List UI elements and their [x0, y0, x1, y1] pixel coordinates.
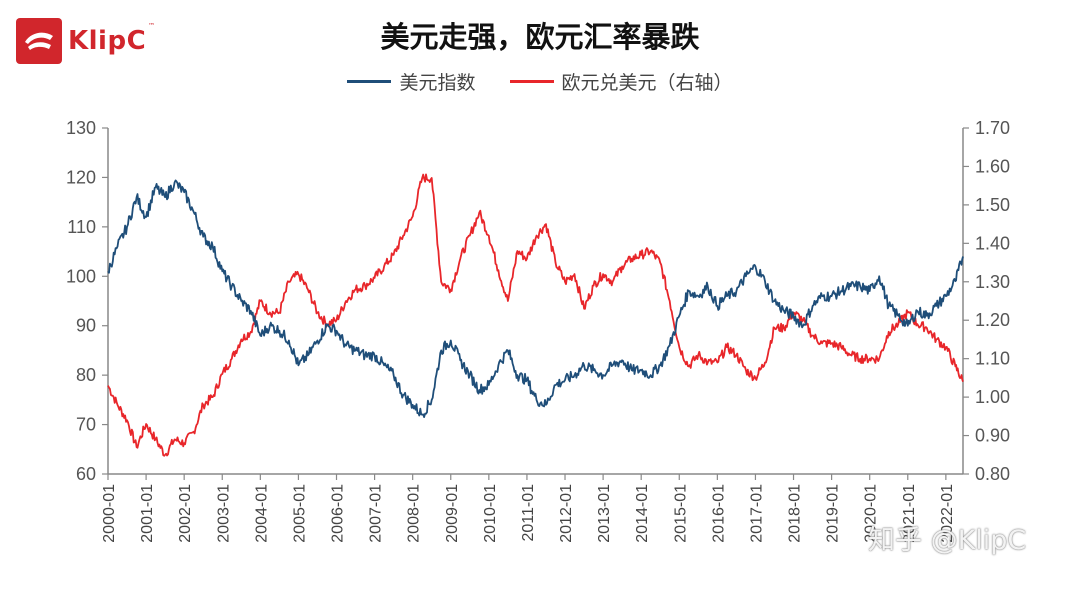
x-tick-label: 2022-01 [939, 484, 956, 543]
left-tick-label: 130 [66, 118, 96, 138]
x-tick-label: 2008-01 [406, 484, 423, 543]
right-tick-label: 1.60 [975, 156, 1010, 176]
left-tick-label: 120 [66, 167, 96, 187]
legend-swatch-usd [347, 80, 392, 83]
x-tick-label: 2010-01 [482, 484, 499, 543]
right-tick-label: 1.50 [975, 195, 1010, 215]
watermark: 知乎 @KlipC [868, 525, 1027, 556]
x-tick-label: 2011-01 [520, 484, 537, 542]
x-tick-label: 2018-01 [787, 484, 804, 543]
logo-text: KlipC [68, 26, 147, 56]
right-tick-label: 0.80 [975, 464, 1010, 484]
x-tick-label: 2019-01 [825, 484, 842, 543]
left-tick-label: 60 [76, 464, 96, 484]
left-tick-label: 110 [67, 217, 96, 237]
left-tick-label: 100 [66, 266, 96, 286]
series-line-0 [107, 179, 964, 418]
right-tick-label: 1.30 [975, 272, 1010, 292]
right-tick-label: 1.00 [975, 387, 1010, 407]
left-tick-label: 80 [76, 365, 96, 385]
x-tick-label: 2017-01 [748, 484, 765, 543]
x-tick-label: 2002-01 [177, 484, 194, 543]
x-tick-label: 2004-01 [253, 484, 270, 543]
klipc-logo: KlipC ™ [16, 18, 156, 64]
left-tick-label: 90 [76, 316, 96, 336]
chart-title: 美元走强，欧元汇率暴跌 [380, 20, 700, 54]
x-tick-label: 2012-01 [558, 484, 575, 543]
x-tick-label: 2003-01 [215, 484, 232, 543]
legend-label-eur: 欧元兑美元（右轴） [561, 72, 733, 94]
legend-item-eur: 欧元兑美元（右轴） [509, 68, 733, 95]
x-tick-label: 2015-01 [672, 484, 689, 543]
logo-trademark: ™ [148, 22, 155, 30]
x-tick-label: 2013-01 [596, 484, 613, 543]
x-tick-label: 2007-01 [368, 484, 385, 543]
x-tick-label: 2001-01 [139, 484, 156, 543]
legend-item-usd: 美元指数 [347, 68, 476, 95]
x-tick-label: 2021-01 [901, 484, 918, 543]
legend-label-usd: 美元指数 [399, 72, 476, 94]
klipc-logo-icon [16, 18, 62, 64]
right-tick-label: 1.70 [975, 118, 1010, 138]
left-tick-label: 70 [76, 415, 96, 435]
x-tick-label: 2016-01 [710, 484, 727, 543]
x-tick-label: 2006-01 [330, 484, 347, 543]
right-tick-label: 1.10 [975, 349, 1010, 369]
legend-swatch-eur [509, 80, 554, 83]
right-tick-label: 0.90 [975, 426, 1010, 446]
x-tick-label: 2009-01 [444, 484, 461, 543]
right-tick-label: 1.20 [975, 310, 1010, 330]
x-tick-label: 2005-01 [291, 484, 308, 543]
x-tick-label: 2014-01 [634, 484, 651, 543]
legend: 美元指数 欧元兑美元（右轴） [0, 68, 1080, 95]
series-line-1 [107, 173, 964, 457]
x-tick-label: 2020-01 [863, 484, 880, 543]
right-tick-label: 1.40 [975, 233, 1010, 253]
x-tick-label: 2000-01 [101, 484, 118, 543]
